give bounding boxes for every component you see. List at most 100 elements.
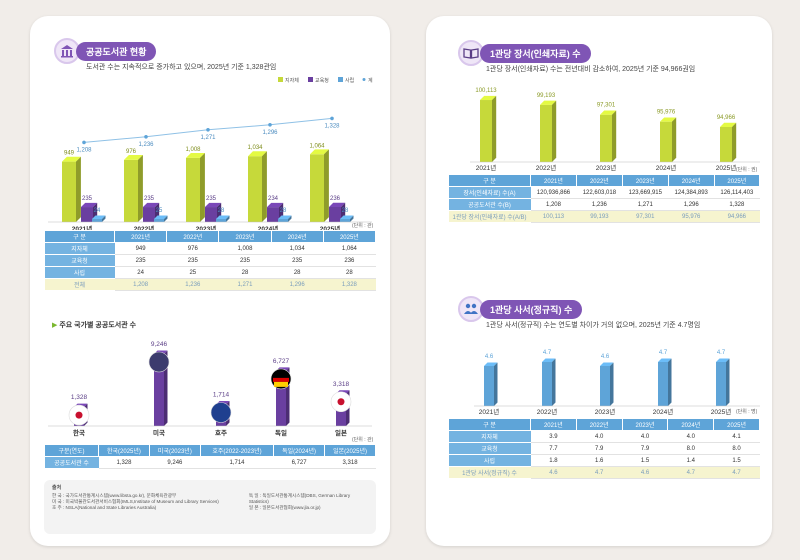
bar-private-top [92,215,106,219]
bar-label: 4.7 [717,350,726,356]
bar-local-side [262,151,267,222]
bar-private-side [102,215,106,222]
table-row-header: 교육청 [44,254,115,267]
table-cell: 1,236 [576,198,623,211]
bar-private [340,219,350,222]
bar-label: 235 [206,196,217,202]
x-tick-label: 2025년 [320,224,340,233]
bar [540,104,552,162]
table-header-row: 구 분 2021년 2022년 2023년 2024년 2025년 [44,230,377,243]
triangle-bullet-icon: ▶ [52,322,58,329]
bar-private-side [350,215,354,222]
table-cell: 949 [114,242,167,255]
total-label: 1,296 [262,130,278,136]
table-cell: 1.5 [622,454,668,467]
table-cell: 1,271 [622,198,669,211]
country-bar [154,354,164,426]
bar-side [668,358,672,406]
left-page: 공공도서관 현황 도서관 수는 지속적으로 증가하고 있으며, 2025년 기준… [30,16,390,546]
bar-label: 4.6 [485,354,494,360]
bar-local-top [186,152,205,158]
bar-education-top [81,202,98,208]
bar-label: 235 [82,196,93,202]
table-cell: 235 [218,254,272,267]
table-cell: 1,714 [200,456,274,469]
table-cell: 94,966 [714,210,760,223]
bar-side [612,110,617,162]
table-cell: 235 [166,254,219,267]
source-line: 호 주 : NSLA(National and State Libraries … [52,505,157,511]
bar-private-side [164,215,168,222]
bar [720,126,732,162]
table-row-header: 장서(인쇄자료) 수(A) [448,186,531,199]
bar-side [726,358,730,406]
table-row: 공공도서관 수(B) 1,208 1,236 1,271 1,296 1,328 [448,198,760,211]
table-row: 사립 1.8 1.6 1.5 1.4 1.5 [448,454,760,467]
table-cell: 99,193 [576,210,623,223]
bar-private-side [288,215,292,222]
table-cell: 97,301 [622,210,669,223]
total-label: 1,208 [76,147,92,153]
table-header-cell: 2023년 [218,230,272,243]
table-cell: 7.9 [576,442,623,455]
bar-label: 4.6 [601,354,610,360]
table-cell: 1,208 [114,278,167,291]
x-tick-label: 2022년 [536,163,556,172]
table-row-header: 1관당 장서(인쇄자료) 수(A/B) [448,210,531,223]
bar [480,100,492,162]
legend-swatch [338,77,343,82]
bar-label: 4.7 [543,350,552,356]
bar-side [610,362,614,406]
bar-side [552,100,557,162]
bar-top [480,95,497,101]
x-tick-label: 미국 [153,428,165,437]
bar [484,366,494,406]
table-cell: 8.0 [667,442,714,455]
table-cell: 25 [166,266,219,279]
x-tick-label: 2021년 [476,163,496,172]
flag-emblem [337,398,345,406]
table-cell: 95,976 [668,210,715,223]
table-header-cell: 구분(연도) [44,444,99,457]
bar-local-side [324,149,329,222]
books-table: 구 분 2021년 2022년 2023년 2024년 2025년 장서(인쇄자료) 수(A… [448,174,761,223]
bar-side [732,122,737,162]
table-cell: 1,008 [218,242,272,255]
table-cell: 3.9 [530,430,577,443]
librarians-table: 구 분 2021년 2022년 2023년 2024년 2025년 지자체 3.9 4.0 4.0… [448,418,760,479]
table-row-header: 사립 [44,266,115,279]
bar-top [716,358,730,362]
table-header-cell: 2021년 [530,418,577,431]
table-header-row: 구분(연도) 한국(2025년) 미국(2023년) 호주(2022-2023년) 독일… [44,444,376,457]
table-row-header: 공공도서관 수 [44,456,99,469]
bar-local [124,159,138,222]
bar [600,366,610,406]
bar-top [542,358,556,362]
section-subtitle: 1관당 사서(정규직) 수는 연도별 차이가 거의 없으며, 2025년 기준 … [486,322,701,329]
bar [600,114,612,162]
bar-side [494,362,498,406]
x-tick-label: 2024년 [656,163,676,172]
table-cell: 24 [114,266,167,279]
bar-top [600,362,614,366]
table-cell: 1,296 [668,198,715,211]
bar [658,362,668,406]
bar-education-top [143,202,160,208]
table-cell: 1.6 [576,454,623,467]
table-cell: 28 [323,266,376,279]
bar-private [216,219,226,222]
bar-label: 1,008 [185,147,201,153]
table-header-cell: 2022년 [166,230,220,243]
legend-swatch [278,77,283,82]
table-row: 지자체 949 976 1,008 1,034 1,064 [44,242,376,255]
bar-label: 28 [218,208,225,214]
bar-label: 949 [64,151,75,157]
bar-top [658,358,672,362]
table-header-cell: 구 분 [44,230,115,243]
table-cell: 4.0 [622,430,668,443]
table-cell: 1,271 [218,278,272,291]
table-header-cell: 2024년 [667,418,715,431]
section-header-librarians: 1관당 사서(정규직) 수 [458,296,583,322]
x-tick-label: 2023년 [196,224,216,233]
bar-education [329,206,341,222]
